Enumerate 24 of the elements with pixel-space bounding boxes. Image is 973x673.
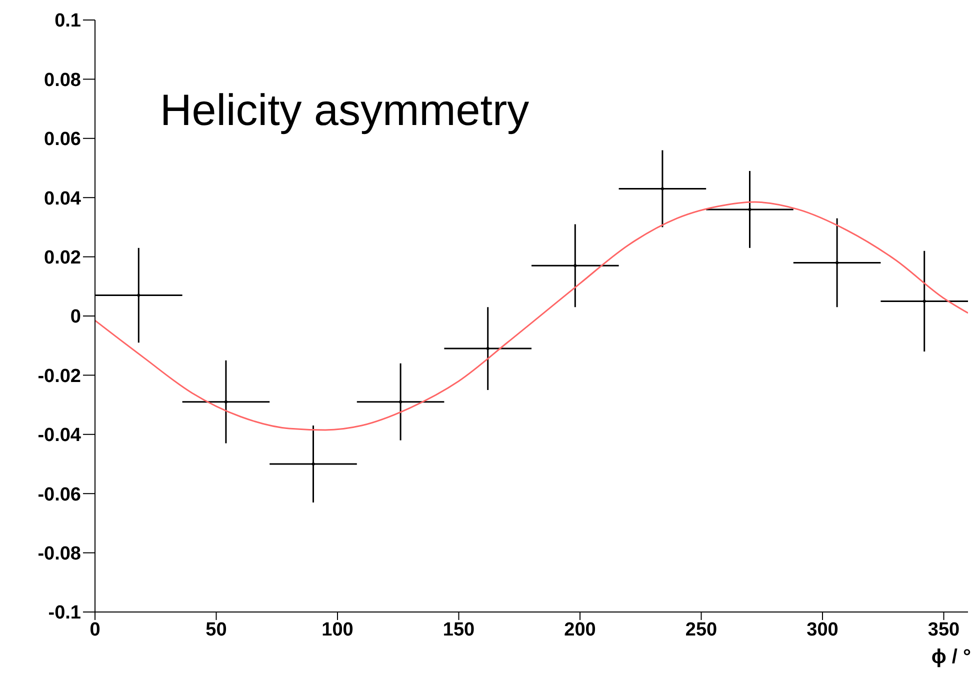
y-tick-label: -0.06 — [38, 484, 81, 506]
y-tick-label: 0.08 — [44, 70, 81, 91]
y-tick-label: 0.04 — [44, 188, 82, 210]
y-tick-label: -0.04 — [38, 425, 82, 446]
y-tick-label: -0.1 — [48, 602, 82, 624]
point — [486, 347, 490, 350]
x-tick-label: 250 — [685, 619, 718, 640]
annotation: Helicity asymmetry — [160, 86, 530, 136]
y-tick-label: 0.02 — [44, 248, 81, 269]
x-tick-label: 50 — [206, 619, 227, 640]
y-tick-label: 0.1 — [54, 10, 82, 32]
x-axis-title: ϕ / ° — [931, 646, 971, 669]
x-tick-label: 350 — [928, 619, 960, 640]
x-tick-label: 300 — [806, 619, 838, 640]
x-tick-label: 200 — [564, 619, 596, 640]
line-series — [95, 201, 968, 431]
y-tick-label: -0.02 — [38, 366, 81, 387]
y-tick-label: -0.08 — [38, 544, 81, 565]
y-tick-label: 0 — [70, 306, 81, 328]
y-tick-label: 0.06 — [44, 129, 81, 150]
x-tick-label: 150 — [442, 619, 475, 640]
point — [574, 264, 577, 268]
x-tick-label: 0 — [90, 619, 100, 640]
x-tick-label: 100 — [322, 619, 354, 640]
